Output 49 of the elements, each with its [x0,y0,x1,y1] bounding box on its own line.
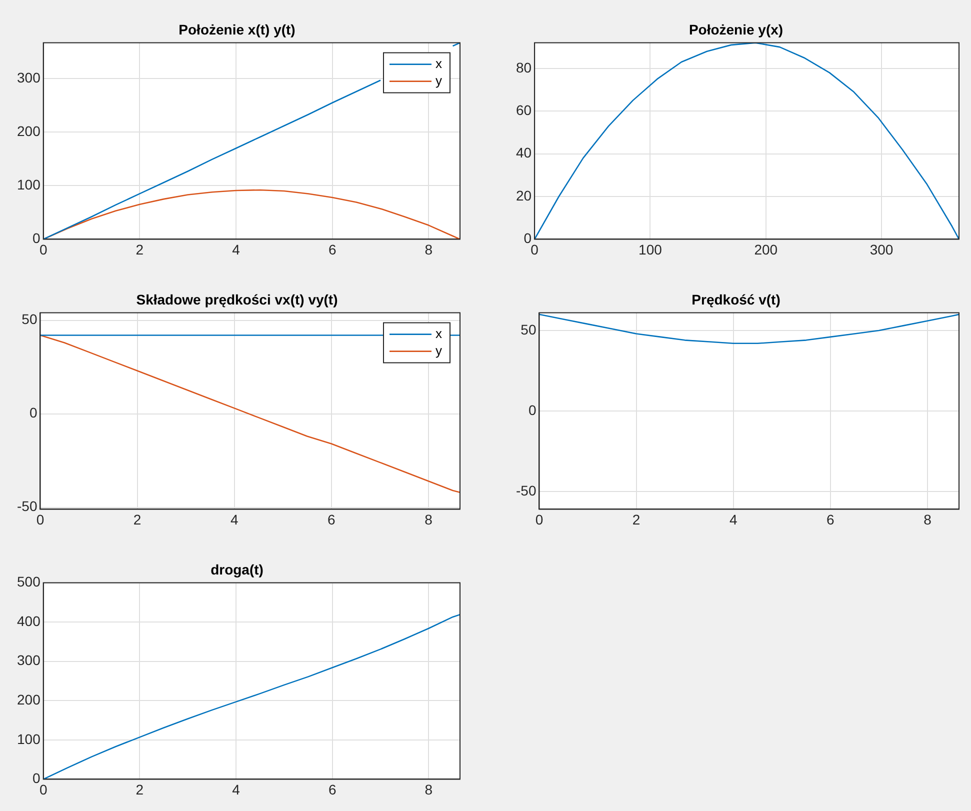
y-tick-label: 0 [29,404,38,421]
chart-title: droga(t) [210,561,264,578]
y-tick-label: 50 [22,311,38,328]
y-tick-label: 0 [528,402,536,418]
x-tick-label: 2 [133,511,142,528]
legend-label: y [436,72,442,88]
y-tick-label: 200 [17,692,41,708]
chart-title: Położenie y(x) [688,21,784,38]
x-tick-label: 200 [754,241,778,258]
y-tick-label: 80 [516,59,532,76]
y-tick-label: 200 [17,123,41,140]
chart-title: Prędkość v(t) [692,291,780,308]
x-tick-label: 2 [632,511,640,528]
y-tick-label: 400 [17,612,41,629]
chart-title: Położenie x(t) y(t) [178,21,296,38]
x-tick-label: 4 [232,781,240,798]
legend-label: x [436,326,442,341]
x-tick-label: 6 [826,511,835,528]
x-tick-label: 8 [424,511,433,528]
chart-title: Składowe prędkości vx(t) vy(t) [136,291,338,308]
x-tick-label: 8 [424,781,433,798]
x-tick-label: 8 [924,511,932,528]
x-tick-label: 6 [328,511,336,528]
y-tick-label: 100 [17,176,41,193]
x-tick-label: 2 [136,781,144,798]
x-tick-label: 8 [424,241,433,258]
x-tick-label: 4 [230,511,238,528]
x-tick-label: 300 [870,241,894,258]
x-tick-label: 4 [729,511,738,528]
y-tick-label: 50 [520,321,536,338]
legend-label: y [436,342,442,358]
y-tick-label: -50 [17,498,38,514]
y-tick-label: 100 [17,730,41,747]
x-tick-label: 2 [136,241,144,258]
x-tick-label: 4 [232,241,240,258]
legend-label: x [436,56,442,71]
y-tick-label: -50 [516,482,536,498]
y-tick-label: 0 [524,230,532,246]
x-tick-label: 6 [328,781,336,798]
y-tick-label: 300 [17,70,41,86]
y-tick-label: 60 [516,102,532,118]
y-tick-label: 0 [32,230,41,246]
y-tick-label: 20 [516,187,532,204]
y-tick-label: 500 [17,574,41,590]
y-tick-label: 40 [516,144,532,161]
y-tick-label: 0 [32,770,41,786]
y-tick-label: 300 [17,652,41,668]
x-tick-label: 100 [638,241,662,258]
x-tick-label: 6 [328,241,336,258]
